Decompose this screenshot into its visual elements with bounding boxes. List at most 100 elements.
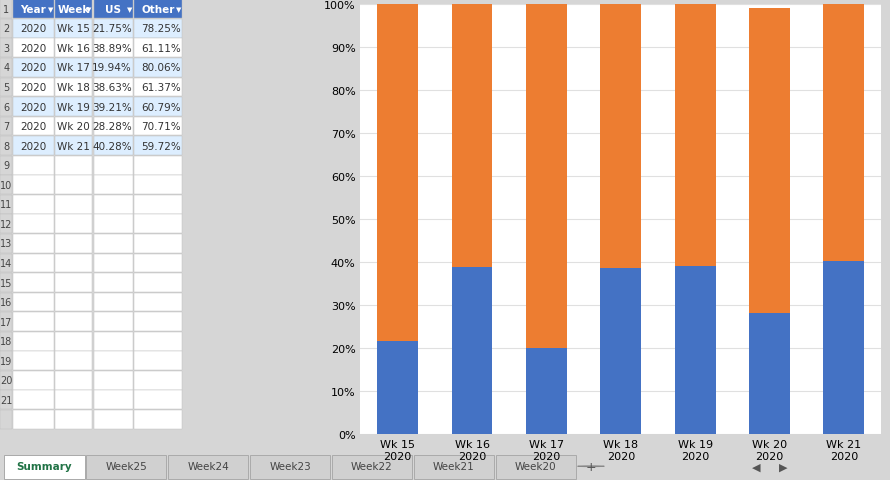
Text: Wk 21: Wk 21 [57, 141, 90, 151]
FancyBboxPatch shape [134, 20, 182, 38]
Text: Wk 17: Wk 17 [57, 63, 90, 73]
FancyBboxPatch shape [134, 59, 182, 78]
FancyBboxPatch shape [134, 215, 182, 234]
FancyBboxPatch shape [55, 118, 93, 136]
FancyBboxPatch shape [93, 137, 133, 156]
Text: 59.72%: 59.72% [142, 141, 181, 151]
Text: 61.37%: 61.37% [142, 83, 181, 93]
Text: 61.11%: 61.11% [142, 44, 181, 54]
Text: Week: Week [58, 5, 90, 15]
FancyBboxPatch shape [134, 98, 182, 117]
Bar [526, 5, 567, 349]
FancyBboxPatch shape [55, 293, 93, 312]
Text: 38.63%: 38.63% [92, 83, 132, 93]
FancyBboxPatch shape [12, 254, 53, 273]
Bar [451, 267, 492, 434]
FancyBboxPatch shape [12, 156, 53, 175]
Text: 21: 21 [0, 395, 12, 405]
Text: Week23: Week23 [270, 461, 311, 471]
FancyBboxPatch shape [93, 410, 133, 429]
Text: ◀: ◀ [752, 461, 761, 471]
Text: 20: 20 [0, 375, 12, 385]
FancyBboxPatch shape [12, 293, 53, 312]
FancyBboxPatch shape [55, 371, 93, 390]
FancyBboxPatch shape [12, 235, 53, 253]
FancyBboxPatch shape [496, 456, 576, 479]
FancyBboxPatch shape [0, 59, 12, 78]
FancyBboxPatch shape [93, 312, 133, 331]
FancyBboxPatch shape [93, 293, 133, 312]
Text: 4: 4 [3, 63, 9, 73]
Text: US: US [105, 5, 121, 15]
Text: 15: 15 [0, 278, 12, 288]
FancyBboxPatch shape [0, 391, 12, 409]
FancyBboxPatch shape [134, 39, 182, 58]
FancyBboxPatch shape [0, 156, 12, 175]
Text: 8: 8 [3, 141, 9, 151]
FancyBboxPatch shape [55, 0, 93, 19]
FancyBboxPatch shape [0, 137, 12, 156]
FancyBboxPatch shape [93, 235, 133, 253]
FancyBboxPatch shape [134, 195, 182, 214]
FancyBboxPatch shape [0, 274, 12, 292]
FancyBboxPatch shape [134, 0, 182, 19]
Text: 2020: 2020 [20, 63, 46, 73]
Text: ▼: ▼ [176, 7, 182, 13]
FancyBboxPatch shape [0, 118, 12, 136]
FancyBboxPatch shape [12, 0, 53, 19]
Bar [601, 5, 641, 268]
FancyBboxPatch shape [12, 312, 53, 331]
Text: 78.25%: 78.25% [142, 24, 181, 34]
Bar [377, 341, 418, 434]
FancyBboxPatch shape [93, 176, 133, 195]
FancyBboxPatch shape [55, 332, 93, 351]
Text: 11: 11 [0, 200, 12, 210]
FancyBboxPatch shape [93, 274, 133, 292]
Text: Summary: Summary [17, 461, 72, 471]
FancyBboxPatch shape [12, 195, 53, 214]
Text: Week20: Week20 [515, 461, 556, 471]
FancyBboxPatch shape [0, 352, 12, 371]
FancyBboxPatch shape [55, 137, 93, 156]
FancyBboxPatch shape [93, 215, 133, 234]
Bar [377, 5, 418, 341]
FancyBboxPatch shape [0, 0, 12, 19]
Text: ▼: ▼ [47, 7, 53, 13]
FancyBboxPatch shape [12, 371, 53, 390]
Bar [451, 5, 492, 267]
FancyBboxPatch shape [0, 39, 12, 58]
Text: 60.79%: 60.79% [142, 102, 181, 112]
FancyBboxPatch shape [86, 456, 166, 479]
Text: 2020: 2020 [20, 44, 46, 54]
FancyBboxPatch shape [134, 137, 182, 156]
FancyBboxPatch shape [134, 78, 182, 97]
Bar [675, 5, 716, 266]
Text: 21.75%: 21.75% [92, 24, 132, 34]
Text: 39.21%: 39.21% [92, 102, 132, 112]
Text: Week24: Week24 [188, 461, 229, 471]
FancyBboxPatch shape [134, 118, 182, 136]
FancyBboxPatch shape [134, 332, 182, 351]
Bar [601, 268, 641, 434]
FancyBboxPatch shape [0, 98, 12, 117]
FancyBboxPatch shape [0, 215, 12, 234]
FancyBboxPatch shape [55, 352, 93, 371]
Text: 19.94%: 19.94% [92, 63, 132, 73]
FancyBboxPatch shape [134, 156, 182, 175]
FancyBboxPatch shape [134, 274, 182, 292]
Text: Week21: Week21 [433, 461, 474, 471]
FancyBboxPatch shape [93, 156, 133, 175]
Text: 18: 18 [0, 336, 12, 347]
FancyBboxPatch shape [12, 137, 53, 156]
Text: Wk 19: Wk 19 [57, 102, 90, 112]
FancyBboxPatch shape [12, 352, 53, 371]
Text: 70.71%: 70.71% [142, 122, 181, 132]
Text: 19: 19 [0, 356, 12, 366]
Text: 9: 9 [3, 161, 9, 171]
FancyBboxPatch shape [93, 352, 133, 371]
FancyBboxPatch shape [93, 332, 133, 351]
Text: 28.28%: 28.28% [92, 122, 132, 132]
FancyBboxPatch shape [93, 391, 133, 409]
FancyBboxPatch shape [134, 176, 182, 195]
FancyBboxPatch shape [0, 332, 12, 351]
